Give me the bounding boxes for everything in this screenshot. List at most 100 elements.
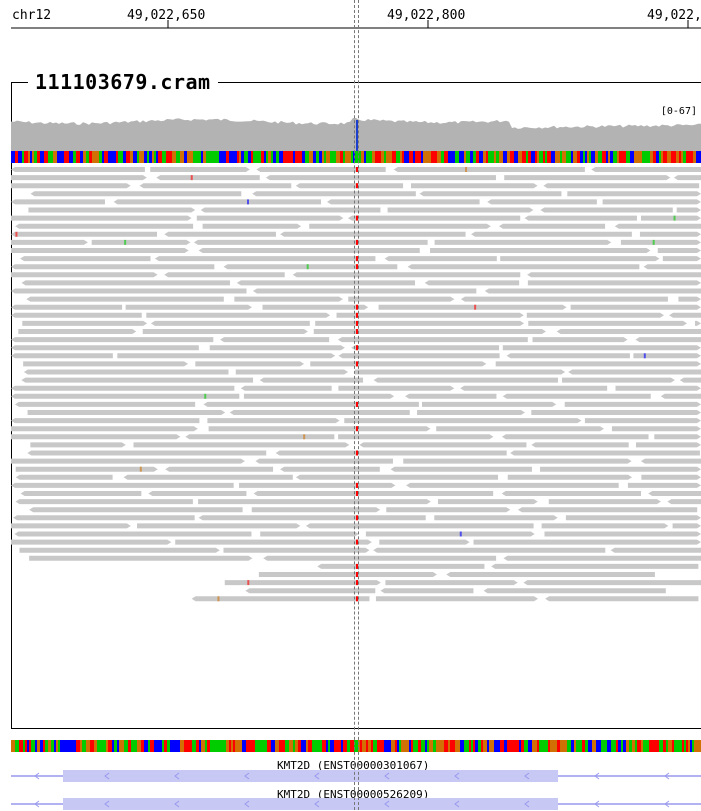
base-cell: [471, 740, 473, 752]
base-cell: [73, 151, 76, 163]
read: [11, 337, 214, 343]
base-cell: [679, 151, 681, 163]
read: [15, 499, 193, 505]
base-cell: [166, 151, 168, 163]
base-cell: [96, 151, 99, 163]
mismatch-mark: [356, 345, 358, 351]
base-cell: [486, 151, 488, 163]
base-cell: [604, 151, 606, 163]
base-cell: [655, 740, 659, 752]
read: [568, 369, 701, 375]
base-cell: [197, 151, 199, 163]
base-cell: [596, 740, 598, 752]
base-cell: [152, 151, 154, 163]
reads-pileup[interactable]: [11, 167, 701, 627]
mismatch-mark: [356, 482, 358, 488]
base-cell: [147, 151, 149, 163]
base-cell: [94, 740, 97, 752]
base-cell: [548, 740, 550, 752]
mismatch-mark: [356, 256, 358, 262]
position-ruler[interactable]: chr12 49,022,650 49,022,800 49,022,: [0, 0, 701, 32]
base-cell: [345, 151, 347, 163]
read: [347, 215, 521, 221]
base-cell: [457, 151, 459, 163]
base-cell: [553, 740, 557, 752]
base-cell: [423, 151, 427, 163]
read: [11, 167, 145, 172]
base-cell: [359, 151, 361, 163]
base-cell: [30, 151, 32, 163]
base-cell: [623, 740, 626, 752]
base-cell: [354, 740, 358, 752]
gene-label-2[interactable]: KMT2D (ENST00000526209): [277, 788, 430, 801]
read: [146, 312, 331, 318]
base-cell: [372, 151, 375, 163]
read: [14, 401, 196, 407]
base-cell: [139, 740, 141, 752]
base-cell: [69, 151, 73, 163]
base-cell: [514, 151, 518, 163]
read: [263, 555, 497, 561]
base-cell: [164, 740, 167, 752]
base-cell: [417, 151, 421, 163]
read: [633, 353, 701, 359]
base-cell: [380, 740, 382, 752]
base-cell: [392, 151, 396, 163]
base-cell: [206, 151, 210, 163]
base-cell: [470, 151, 473, 163]
base-cell: [693, 151, 696, 163]
base-cell: [642, 151, 646, 163]
read: [23, 369, 229, 375]
base-cell: [176, 740, 180, 752]
base-cell: [638, 151, 642, 163]
gene-track-2[interactable]: [0, 797, 701, 811]
read: [198, 248, 420, 253]
read: [527, 272, 701, 278]
read: [195, 361, 305, 367]
read: [541, 523, 669, 529]
mismatch-mark: [303, 434, 306, 440]
track-title[interactable]: 111103679.cram: [28, 70, 218, 94]
base-cell: [66, 740, 68, 752]
base-cell: [37, 151, 40, 163]
base-cell: [698, 740, 701, 752]
base-cell: [106, 740, 108, 752]
mismatch-mark: [459, 531, 462, 537]
base-cell: [271, 151, 273, 163]
base-cell: [144, 740, 148, 752]
base-cell: [266, 151, 268, 163]
base-cell: [80, 740, 82, 752]
coverage-histogram[interactable]: [11, 112, 701, 152]
mismatch-mark: [356, 239, 358, 245]
base-cell: [661, 151, 663, 163]
base-cell: [319, 740, 322, 752]
base-cell: [53, 151, 57, 163]
read: [196, 215, 344, 221]
gene-track-1[interactable]: [0, 769, 701, 783]
read: [437, 499, 538, 505]
base-cell: [535, 151, 537, 163]
base-cell: [326, 151, 330, 163]
mismatch-mark: [356, 450, 358, 456]
base-cell: [184, 740, 188, 752]
read: [373, 547, 606, 553]
base-cell: [487, 740, 489, 752]
base-cell: [172, 151, 176, 163]
base-cell: [637, 740, 641, 752]
mismatch-mark: [356, 312, 358, 318]
base-cell: [524, 740, 528, 752]
read: [338, 353, 500, 359]
base-cell: [368, 740, 371, 752]
base-cell: [328, 740, 330, 752]
gene-label-1[interactable]: KMT2D (ENST00000301067): [277, 759, 430, 772]
read: [635, 337, 701, 343]
base-cell: [18, 151, 20, 163]
base-cell: [261, 151, 264, 163]
base-cell: [489, 740, 492, 752]
base-cell: [448, 151, 450, 163]
base-cell: [205, 740, 207, 752]
mismatch-mark: [673, 215, 676, 221]
read: [344, 418, 582, 424]
mismatch-mark: [356, 539, 358, 545]
base-cell: [526, 151, 528, 163]
